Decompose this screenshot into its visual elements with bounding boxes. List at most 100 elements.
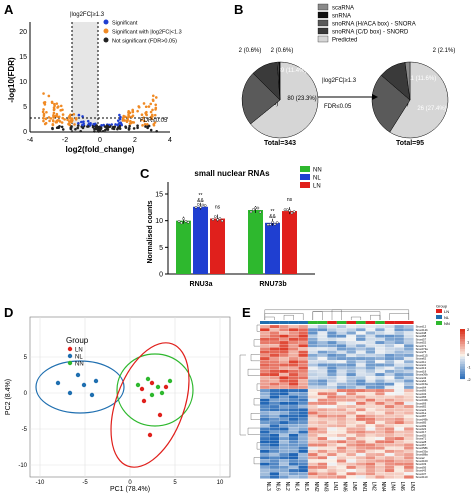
heatmap-cell xyxy=(394,446,405,450)
heatmap-cell xyxy=(403,334,414,338)
heatmap-cell xyxy=(288,401,299,406)
pca-point xyxy=(141,398,147,404)
volcano-point xyxy=(136,109,139,113)
volcano-point xyxy=(140,113,144,116)
heatmap-cell xyxy=(317,340,328,345)
heatmap-cell xyxy=(259,427,270,431)
heatmap-cell xyxy=(384,417,395,422)
heatmap-cell xyxy=(317,462,328,466)
panel-e: E Snord12 Snord12b Snord48 Snord68 Snord57 Sn… xyxy=(236,304,474,493)
heatmap-row-label: Snord42b xyxy=(416,398,429,402)
heatmap-cell xyxy=(298,408,309,412)
heatmap-cell xyxy=(336,456,347,460)
heatmap-cell xyxy=(375,427,385,431)
heatmap-cell xyxy=(298,366,309,370)
volcano-point xyxy=(82,120,85,124)
heatmap-cell xyxy=(375,376,385,380)
heatmap-cell xyxy=(288,465,299,470)
heatmap-cell xyxy=(269,379,280,383)
heatmap-cell xyxy=(365,417,376,422)
volcano-point xyxy=(153,113,157,117)
heatmap-cell xyxy=(307,446,318,450)
heatmap-cell xyxy=(327,340,337,345)
heatmap-cell xyxy=(269,475,280,479)
heatmap-cell xyxy=(288,411,299,415)
scale-step xyxy=(460,349,465,352)
heatmap-cell xyxy=(317,417,328,422)
heatmap-row-label: Snora64 xyxy=(416,379,427,383)
heatmap-cell xyxy=(375,472,385,476)
heatmap-cell xyxy=(346,404,357,409)
heatmap-cell xyxy=(288,446,299,450)
heatmap-cell xyxy=(288,430,299,434)
volcano-point xyxy=(57,119,61,122)
heatmap-cell xyxy=(355,379,366,383)
volcano-point xyxy=(55,119,59,123)
pca-point xyxy=(89,392,95,398)
heatmap-cell xyxy=(298,392,309,396)
heatmap-cell xyxy=(298,427,309,431)
scale-tick: -1 xyxy=(467,365,471,370)
heatmap-cell xyxy=(355,459,366,463)
heatmap-row-label: Snord11 xyxy=(416,360,427,364)
bar xyxy=(176,220,191,274)
heatmap-cell xyxy=(365,468,376,473)
heatmap-cell xyxy=(346,452,357,457)
heatmap-cell xyxy=(279,363,289,367)
heatmap-cell xyxy=(269,350,280,354)
volcano-point xyxy=(76,126,80,130)
pca-point xyxy=(167,378,173,384)
heatmap-cell xyxy=(279,340,289,345)
volcano-point xyxy=(129,119,132,123)
scale-step xyxy=(460,359,465,362)
heatmap-row-label: Snora28 xyxy=(416,440,427,444)
heatmap-group-label: LN xyxy=(444,309,449,314)
volcano-point xyxy=(155,130,159,133)
heatmap-cell xyxy=(269,356,280,361)
heatmap-cell xyxy=(288,324,299,329)
heatmap-cell xyxy=(317,440,328,444)
heatmap-column-label: NN4 xyxy=(380,482,386,492)
heatmap-cell xyxy=(403,462,414,466)
heatmap-cell xyxy=(288,472,299,476)
volcano-point xyxy=(47,116,51,119)
heatmap-cell xyxy=(375,388,385,393)
pie-legend-label: Predicted xyxy=(332,38,357,44)
heatmap-cell xyxy=(327,334,337,338)
volcano-point xyxy=(72,112,76,116)
heatmap-cell xyxy=(365,366,376,370)
volcano-point xyxy=(73,123,76,126)
heatmap-cell xyxy=(355,334,366,338)
heatmap-cell xyxy=(307,334,318,338)
heatmap-cell xyxy=(317,347,328,351)
heatmap-cell xyxy=(394,452,405,457)
heatmap-group-swatch xyxy=(436,321,442,325)
heatmap-cell xyxy=(288,382,299,386)
heatmap-cell xyxy=(288,356,299,361)
heatmap-cell xyxy=(307,456,318,460)
heatmap-cell xyxy=(375,436,385,441)
pca-legend-marker xyxy=(67,346,73,352)
heatmap-cell xyxy=(298,446,309,450)
heatmap-cell xyxy=(288,427,299,431)
heatmap-cell xyxy=(327,379,337,383)
heatmap-cell xyxy=(384,331,395,335)
heatmap-cell xyxy=(384,379,395,383)
fdr-label: FDR≤0.05 xyxy=(140,118,168,124)
heatmap-cell xyxy=(365,456,376,460)
scale-step xyxy=(460,334,465,337)
heatmap-cell xyxy=(317,475,328,479)
heatmap-cell xyxy=(279,337,289,342)
heatmap-cell xyxy=(346,459,357,463)
volcano-point xyxy=(122,114,126,118)
volcano-point xyxy=(79,120,83,124)
heatmap-cell xyxy=(317,408,328,412)
heatmap-row-label: Snord65 xyxy=(416,395,427,399)
heatmap-cell xyxy=(365,414,376,418)
heatmap-cell xyxy=(269,328,280,332)
heatmap-cell xyxy=(394,353,405,358)
volcano-legend-marker xyxy=(103,37,109,43)
heatmap-cell xyxy=(298,398,309,402)
heatmap-cell xyxy=(394,337,405,342)
heatmap-cell xyxy=(336,340,347,345)
